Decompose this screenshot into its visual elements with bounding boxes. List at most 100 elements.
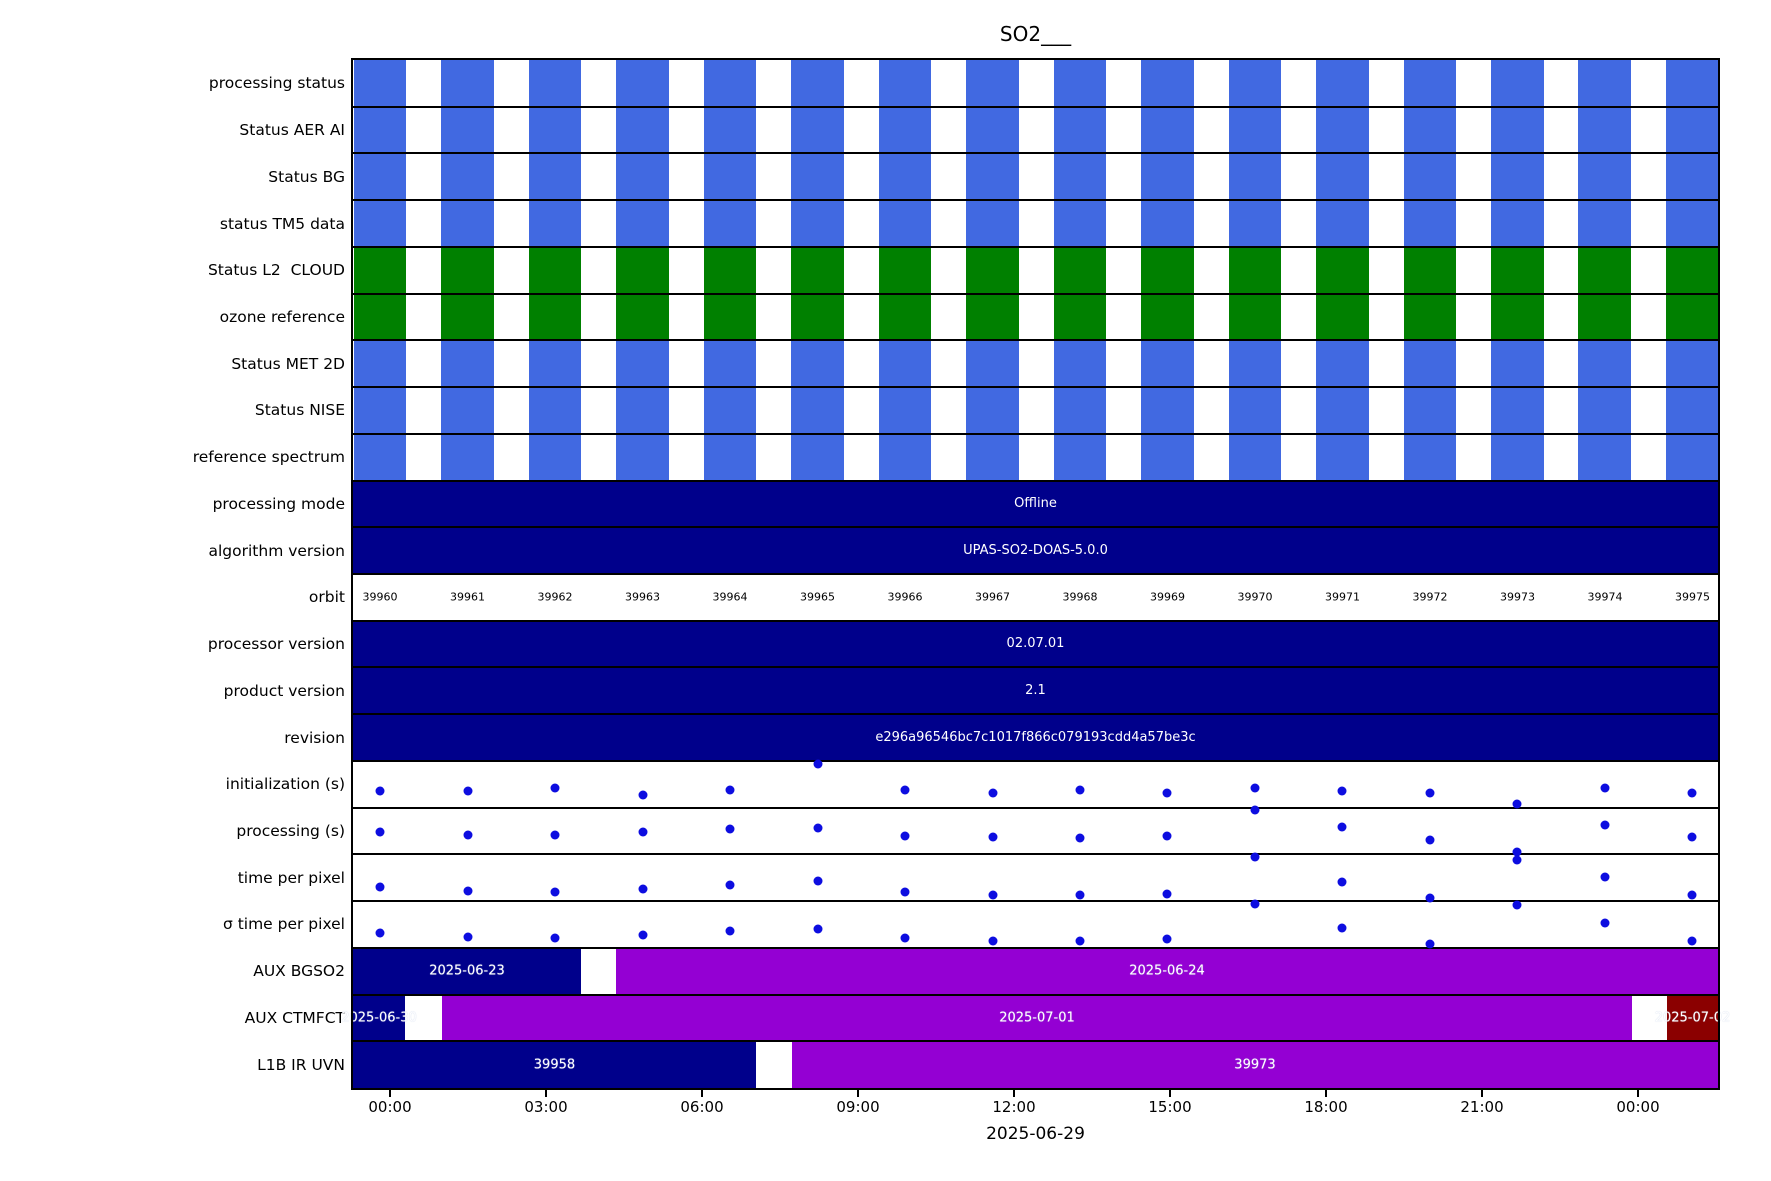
scatter-dot [1600,918,1610,928]
row-label: orbit [308,588,345,607]
scatter-dot [1337,822,1347,832]
axis-tick-label: 21:00 [1460,1098,1504,1116]
bar-text: e296a96546bc7c1017f866c079193cdd4a57be3c [875,729,1196,745]
orbit-coverage-bar [528,293,582,341]
axis-tick-label: 18:00 [1304,1098,1348,1116]
segment-text: 2025-07-01 [999,1010,1075,1026]
scatter-dot [1075,833,1085,843]
row-label: σ time per pixel [222,915,345,934]
orbit-coverage-bar [703,60,757,107]
orbit-coverage-bar [616,106,669,154]
orbit-coverage-bar [1665,60,1718,107]
row-separator [353,759,1718,762]
orbit-coverage-bar [791,106,844,154]
scatter-dot [725,824,735,834]
orbit-coverage-bar [1665,153,1718,201]
orbit-coverage-bar [353,60,407,107]
orbit-coverage-bar [703,200,757,247]
segment-text: 39958 [533,1057,576,1073]
scatter-dot [1337,786,1347,796]
orbit-coverage-bar [966,387,1019,434]
orbit-coverage-bar [441,293,494,341]
orbit-coverage-bar [1403,340,1457,388]
scatter-dot [1075,890,1085,900]
orbit-coverage-bar [1316,106,1369,154]
segment-bar [353,994,405,1042]
orbit-coverage-bar [1578,60,1632,107]
scatter-dot [1687,832,1697,842]
orbit-coverage-bar [966,106,1019,154]
orbit-coverage-bar [966,340,1019,388]
scatter-dot [1687,788,1697,798]
orbit-coverage-bar [1665,106,1718,154]
orbit-coverage-bar [616,200,669,247]
orbit-coverage-bar [966,433,1019,481]
row-label: processing mode [212,494,345,513]
orbit-coverage-bar [1316,293,1369,341]
scatter-dot [1250,899,1260,909]
orbit-coverage-bar [1053,340,1107,388]
segment-text: 2025-06-23 [429,963,505,979]
orbit-coverage-bar [791,153,844,201]
bar-text: 2.1 [1025,682,1046,698]
scatter-dot [1600,783,1610,793]
orbit-coverage-bar [878,153,932,201]
axis-tick-label: 00:00 [368,1098,412,1116]
orbit-coverage-bar [1403,153,1457,201]
orbit-coverage-bar [791,293,844,341]
orbit-coverage-bar [1228,200,1282,247]
scatter-dot [1162,831,1172,841]
orbit-coverage-bar [1316,153,1369,201]
orbit-coverage-bar [1491,153,1544,201]
scatter-dot [900,933,910,943]
segment-bar [616,947,1718,995]
scatter-dot [1512,847,1522,857]
scatter-dot [1337,923,1347,933]
row-separator [353,152,1718,155]
axis-tick-mark [1481,1088,1483,1097]
orbit-coverage-bar [1578,246,1632,294]
row-separator [353,245,1718,248]
row-label: processing status [208,74,345,93]
orbit-number: 39963 [625,590,661,604]
segment-bar [353,947,581,995]
orbit-coverage-bar [1403,200,1457,247]
scatter-dot [638,827,648,837]
orbit-coverage-bar [1316,60,1369,107]
x-axis-date-label: 2025-06-29 [986,1124,1085,1144]
orbit-coverage-bar [1403,60,1457,107]
scatter-dot [375,882,385,892]
axis-tick-mark [389,1088,391,1097]
row-label: Status MET 2D [231,354,345,373]
scatter-dot [463,830,473,840]
orbit-number: 39961 [450,590,486,604]
orbit-number: 39972 [1412,590,1448,604]
orbit-coverage-bar [528,60,582,107]
axis-tick-label: 00:00 [1616,1098,1660,1116]
orbit-coverage-bar [878,387,932,434]
scatter-dot [725,785,735,795]
orbit-coverage-bar [528,153,582,201]
row-label: Status L2 CLOUD [207,261,345,280]
scatter-dot [550,830,560,840]
scatter-dot [1162,934,1172,944]
scatter-dot [988,832,997,842]
row-separator [353,1040,1718,1043]
scatter-dot [375,786,385,796]
scatter-dot [1512,799,1522,809]
axis-tick-mark [1013,1088,1015,1097]
row-label: product version [223,681,345,700]
segment-bar [441,994,1632,1042]
orbit-coverage-bar [1491,246,1544,294]
row-separator [353,900,1718,903]
orbit-coverage-bar [1316,433,1369,481]
orbit-coverage-bar [1053,153,1107,201]
row-separator [353,993,1718,996]
orbit-coverage-bar [1228,153,1282,201]
orbit-coverage-bar [528,340,582,388]
scatter-dot [1425,939,1435,949]
orbit-coverage-bar [441,60,494,107]
orbit-coverage-bar [1141,293,1194,341]
value-bar [353,714,1718,761]
row-separator [353,619,1718,622]
